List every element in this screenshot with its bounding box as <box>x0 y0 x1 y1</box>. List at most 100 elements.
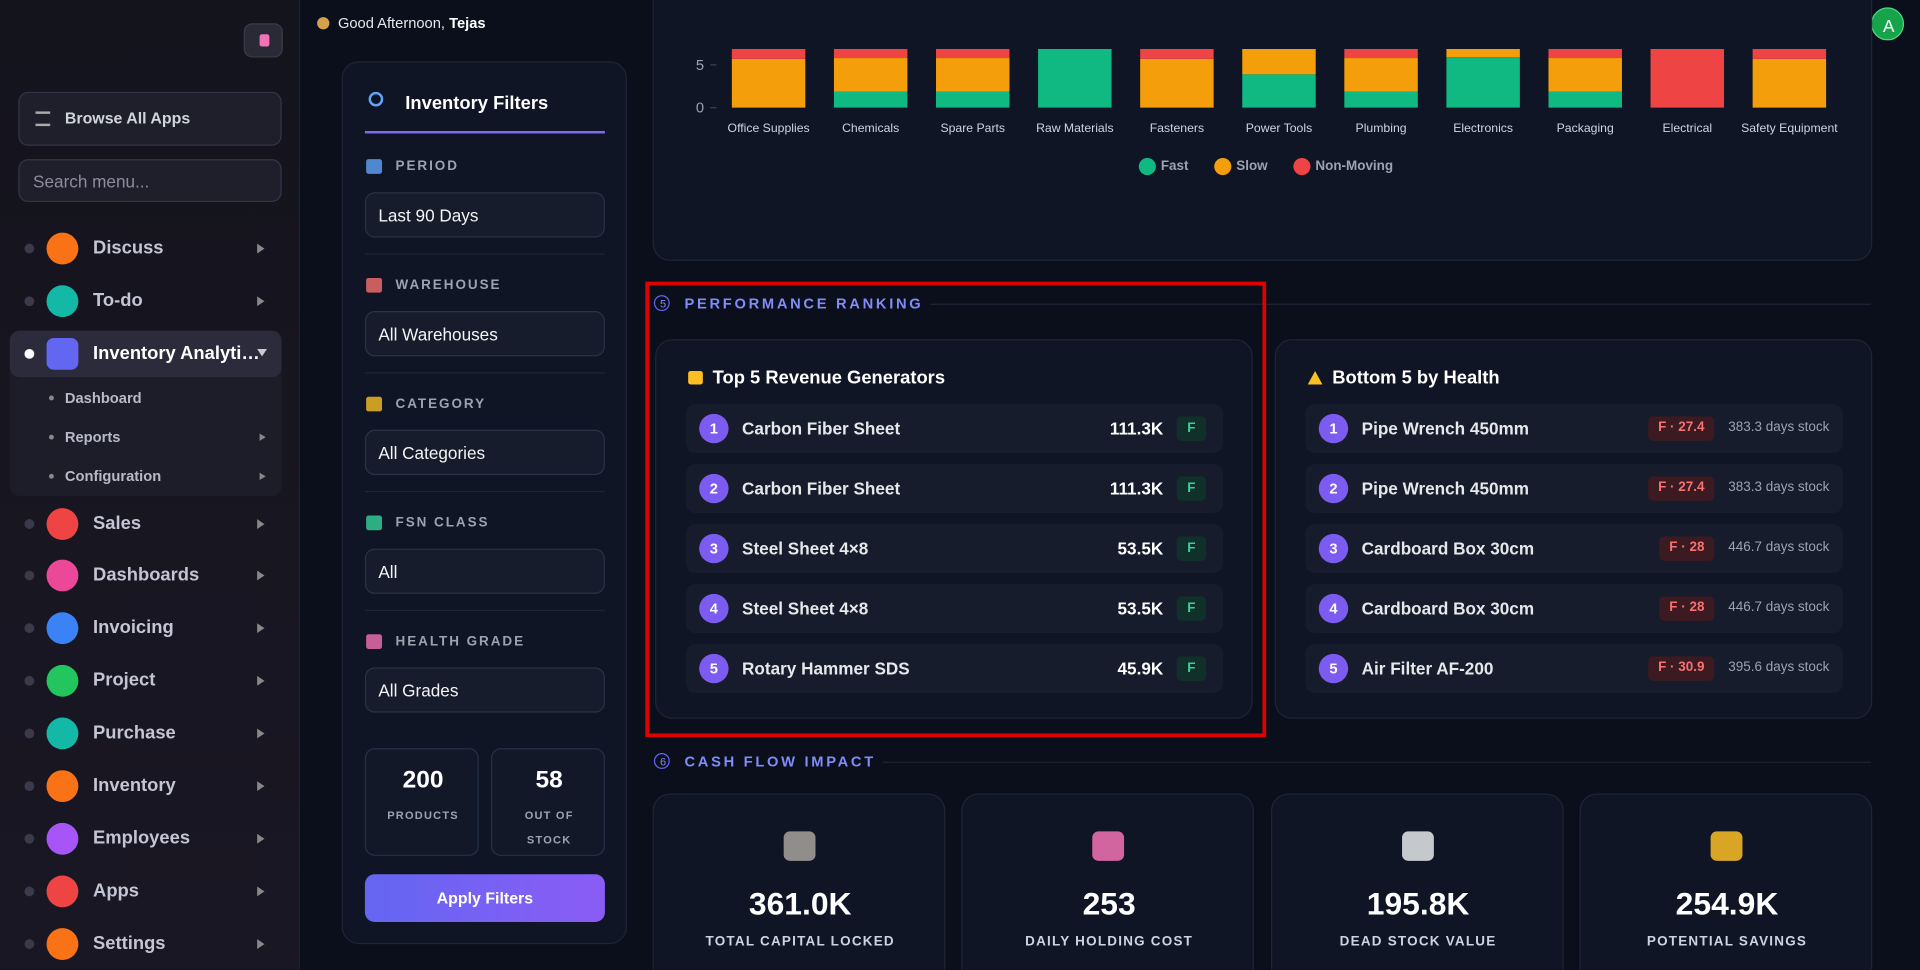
class-label: F <box>1187 481 1196 496</box>
menu-item[interactable]: Project <box>93 669 156 691</box>
menu-item[interactable]: Settings <box>93 933 166 954</box>
ranking-row[interactable]: 5 Air Filter AF-200 F · 30.9 395.6 days sto… <box>1305 644 1843 694</box>
menu-item[interactable]: Inventory <box>93 775 176 796</box>
menu-arrow <box>257 728 265 739</box>
ranking-row[interactable]: 5 Rotary Hammer SDS 45.9K F <box>685 644 1224 694</box>
pin-button[interactable] <box>243 23 283 58</box>
grade-badge: F · 27.4 <box>1648 416 1715 441</box>
bar-segment <box>1242 31 1315 40</box>
rank-badge: 4 <box>1318 593 1349 624</box>
menu-icon <box>46 508 79 541</box>
cash-card-icon <box>1401 831 1434 861</box>
legend-label: Non-Moving <box>1315 158 1393 173</box>
x-tick-label: Electronics <box>1453 121 1513 135</box>
ranking-row[interactable]: 4 Steel Sheet 4×8 53.5K F <box>685 584 1224 634</box>
legend-label: Fast <box>1161 158 1189 173</box>
menu-item[interactable]: Discuss <box>93 237 164 259</box>
ranking-row[interactable]: 2 Carbon Fiber Sheet 111.3K F <box>685 464 1224 514</box>
bar-segment <box>833 48 908 59</box>
submenu-item[interactable]: Reports <box>64 428 121 446</box>
ranking-row[interactable]: 3 Cardboard Box 30cm F · 28 446.7 days stoc… <box>1305 524 1843 574</box>
ranking-row[interactable]: 2 Pipe Wrench 450mm F · 27.4 383.3 days sto… <box>1305 464 1843 514</box>
item-value: 53.5K <box>1117 538 1164 559</box>
rank-number: 2 <box>709 480 718 498</box>
rank-number: 1 <box>709 420 718 438</box>
field-select[interactable]: All Grades <box>364 667 605 713</box>
item-name: Carbon Fiber Sheet <box>742 418 901 439</box>
grade-badge: F · 30.9 <box>1648 656 1715 681</box>
field-icon <box>366 159 383 174</box>
menu-arrow <box>257 833 265 844</box>
stat-label: PRODUCTS <box>387 809 459 822</box>
menu-item[interactable]: Dashboards <box>93 564 200 586</box>
bar-segment <box>1344 91 1418 108</box>
bar-segment <box>1650 48 1725 108</box>
ranking-card-title: Bottom 5 by Health <box>1332 367 1500 389</box>
field-select[interactable]: All Categories <box>364 429 605 476</box>
class-badge: F <box>1176 476 1207 501</box>
filter-title-underline <box>364 131 605 134</box>
item-name: Rotary Hammer SDS <box>742 658 910 679</box>
menu-item[interactable]: Purchase <box>93 722 176 744</box>
chart-card <box>652 0 1873 261</box>
sidebar: Browse All Apps Search menu... Discuss To-d… <box>0 0 301 970</box>
field-icon <box>366 277 383 293</box>
submenu-item[interactable]: Dashboard <box>64 389 142 407</box>
menu-item[interactable]: Sales <box>93 513 142 534</box>
rank-number: 4 <box>709 600 718 618</box>
menu-icon <box>46 717 79 750</box>
browse-icon <box>35 111 51 127</box>
bar-segment <box>1242 48 1316 75</box>
stat-box: 58 OUT OF STOCK <box>491 748 605 856</box>
item-name: Pipe Wrench 450mm <box>1361 418 1530 439</box>
ranking-card-icon <box>688 371 703 385</box>
rank-number: 3 <box>709 540 718 558</box>
menu-icon <box>46 664 79 697</box>
stat-label: OUT OF STOCK <box>524 809 574 847</box>
menu-item[interactable]: Employees <box>93 827 191 849</box>
menu-item[interactable]: To-do <box>93 290 143 312</box>
search-menu[interactable]: Search menu... <box>18 159 282 203</box>
field-icon <box>366 515 383 531</box>
cash-card-value: 195.8K <box>1366 885 1470 923</box>
field-select[interactable]: All <box>364 548 605 594</box>
section-number-badge: 5 <box>653 295 670 312</box>
apply-filters-button[interactable]: Apply Filters <box>364 874 605 923</box>
submenu-item[interactable]: Configuration <box>64 467 162 485</box>
cash-card: 195.8K DEAD STOCK VALUE <box>1270 793 1564 970</box>
menu-item[interactable]: Inventory Analyti… <box>93 342 260 364</box>
field-icon <box>366 396 383 412</box>
rank-number: 5 <box>709 660 718 678</box>
class-label: F <box>1187 601 1196 616</box>
rank-badge: 5 <box>699 653 729 684</box>
field-label: WAREHOUSE <box>395 277 502 293</box>
section-rule <box>882 761 1872 763</box>
search-placeholder: Search menu... <box>33 171 150 192</box>
menu-item[interactable]: Invoicing <box>93 617 174 638</box>
menu-dot <box>24 296 35 307</box>
bar-segment <box>1752 48 1827 59</box>
x-tick-label: Electrical <box>1662 121 1712 135</box>
item-name: Cardboard Box 30cm <box>1361 538 1535 559</box>
browse-apps-button[interactable]: Browse All Apps <box>18 91 282 146</box>
grade-badge: F · 28 <box>1659 596 1715 621</box>
ranking-row[interactable]: 1 Carbon Fiber Sheet 111.3K F <box>685 404 1224 454</box>
rank-number: 5 <box>1329 660 1338 678</box>
ranking-row[interactable]: 4 Cardboard Box 30cm F · 28 446.7 days stoc… <box>1305 584 1843 634</box>
item-name: Pipe Wrench 450mm <box>1361 478 1530 499</box>
field-select[interactable]: Last 90 Days <box>364 192 605 238</box>
x-tick-label: Chemicals <box>842 121 899 135</box>
field-select[interactable]: All Warehouses <box>364 311 605 357</box>
rank-badge: 2 <box>1318 473 1349 504</box>
field-icon <box>366 634 383 649</box>
ranking-row[interactable]: 3 Steel Sheet 4×8 53.5K F <box>685 524 1224 574</box>
section-title: CASH FLOW IMPACT <box>684 753 876 771</box>
cash-card-value: 254.9K <box>1675 885 1779 923</box>
grade-badge: F · 27.4 <box>1648 476 1715 501</box>
menu-item[interactable]: Apps <box>93 880 139 902</box>
ranking-row[interactable]: 1 Pipe Wrench 450mm F · 27.4 383.3 days sto… <box>1305 404 1843 454</box>
cash-card: 254.9K POTENTIAL SAVINGS <box>1579 793 1873 970</box>
menu-icon <box>46 612 79 645</box>
section-rule <box>930 303 1872 305</box>
